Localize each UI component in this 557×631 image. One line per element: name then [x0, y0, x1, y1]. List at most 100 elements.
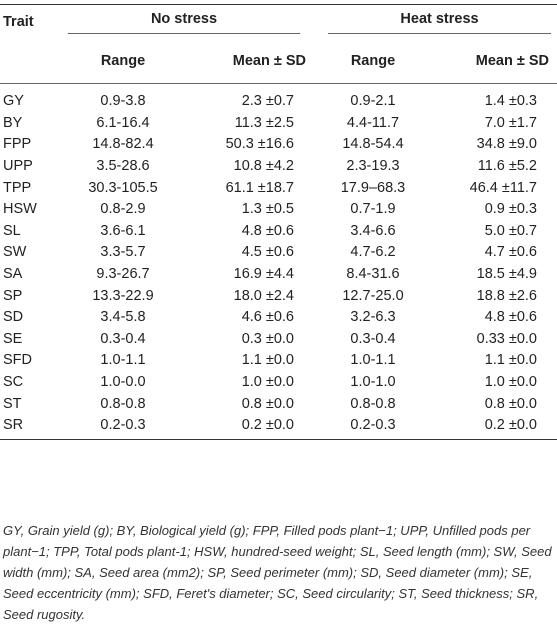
hs-range-cell: 2.3-19.3 [346, 157, 400, 174]
ns-range-cell: 3.6-6.1 [100, 222, 146, 239]
table-row: SFD 1.0-1.1 1.1 ±0.0 1.0-1.1 1.1 ±0.0 [0, 350, 557, 372]
ns-mean-cell: 61.1 ±18.7 [225, 179, 294, 196]
table-row: ST 0.8-0.8 0.8 ±0.0 0.8-0.8 0.8 ±0.0 [0, 393, 557, 415]
table-row: SA 9.3-26.7 16.9 ±4.4 8.4-31.6 18.5 ±4.9 [0, 263, 557, 285]
ns-range-header: Range [62, 39, 184, 84]
trait-cell: BY [3, 114, 23, 131]
sub-header-row: Range Mean ± SD Range Mean ± SD [0, 39, 557, 84]
hs-range-cell: 8.4-31.6 [346, 265, 400, 282]
ns-range-cell: 3.4-5.8 [100, 309, 146, 326]
trait-cell: FPP [3, 136, 32, 153]
ns-range-cell: 0.9-3.8 [100, 93, 146, 109]
ns-mean-cell: 1.0 ±0.0 [241, 373, 294, 390]
table-row: FPP 14.8-82.4 50.3 ±16.6 14.8-54.4 34.8 ±9.0 [0, 134, 557, 156]
hs-range-cell: 0.9-2.1 [350, 93, 396, 109]
hs-range-cell: 1.0-1.0 [350, 373, 396, 390]
table-footnote: GY, Grain yield (g); BY, Biological yiel… [3, 523, 552, 622]
trait-cell: SL [3, 222, 21, 239]
hs-range-cell: 0.3-0.4 [350, 330, 396, 347]
ns-mean-cell: 4.8 ±0.6 [241, 222, 294, 239]
hs-mean-header: Mean ± SD [432, 39, 557, 84]
hs-mean-cell: 0.2 ±0.0 [432, 414, 557, 440]
ns-range-cell: 9.3-26.7 [96, 265, 150, 282]
hs-mean-cell: 34.8 ±9.0 [476, 136, 537, 153]
hs-range-cell: 17.9–68.3 [340, 179, 406, 196]
ns-range-cell: 1.0-0.0 [100, 373, 146, 390]
table-row: UPP 3.5-28.6 10.8 ±4.2 2.3-19.3 11.6 ±5.2 [0, 155, 557, 177]
hs-mean-cell: 46.4 ±11.7 [469, 179, 537, 196]
table-row: SL 3.6-6.1 4.8 ±0.6 3.4-6.6 5.0 ±0.7 [0, 220, 557, 242]
ns-range-cell: 14.8-82.4 [92, 136, 154, 153]
hs-mean-cell: 1.4 ±0.3 [484, 93, 537, 109]
hs-mean-cell: 0.8 ±0.0 [484, 395, 537, 412]
hs-mean-cell: 0.33 ±0.0 [476, 330, 537, 347]
hs-range-cell: 0.7-1.9 [350, 201, 396, 218]
no-stress-header: No stress [62, 5, 314, 40]
ns-range-cell: 0.2-0.3 [62, 414, 184, 440]
hs-mean-cell: 18.8 ±2.6 [476, 287, 537, 304]
trait-cell: UPP [3, 157, 33, 174]
ns-range-cell: 0.3-0.4 [100, 330, 146, 347]
group-header-row: Trait No stress Heat stress [0, 4, 557, 40]
hs-range-cell: 0.2-0.3 [314, 414, 432, 440]
hs-range-cell: 14.8-54.4 [342, 136, 404, 153]
hs-range-cell: 3.2-6.3 [350, 309, 396, 326]
table-row: SP 13.3-22.9 18.0 ±2.4 12.7-25.0 18.8 ±2.6 [0, 285, 557, 307]
trait-cell: GY [3, 93, 24, 109]
ns-mean-header: Mean ± SD [184, 39, 314, 84]
table-row: HSW 0.8-2.9 1.3 ±0.5 0.7-1.9 0.9 ±0.3 [0, 198, 557, 220]
hs-range-header: Range [314, 39, 432, 84]
ns-mean-cell: 0.3 ±0.0 [241, 330, 294, 347]
table-row: GY 0.9-3.8 2.3 ±0.7 0.9-2.1 1.4 ±0.3 [0, 84, 557, 113]
trait-cell: SR [0, 414, 62, 440]
table-row: TPP 30.3-105.5 61.1 ±18.7 17.9–68.3 46.4 ±11… [0, 177, 557, 199]
hs-mean-cell: 4.7 ±0.6 [484, 244, 537, 261]
trait-cell: SD [3, 309, 24, 326]
hs-mean-cell: 1.1 ±0.0 [484, 352, 537, 369]
table-row: SC 1.0-0.0 1.0 ±0.0 1.0-1.0 1.0 ±0.0 [0, 371, 557, 393]
ns-mean-cell: 50.3 ±16.6 [225, 136, 294, 153]
ns-mean-cell: 16.9 ±4.4 [233, 265, 294, 282]
table-row: SD 3.4-5.8 4.6 ±0.6 3.2-6.3 4.8 ±0.6 [0, 306, 557, 328]
trait-header: Trait [3, 14, 34, 30]
heat-stress-header: Heat stress [314, 5, 557, 40]
trait-cell: SC [3, 373, 24, 390]
hs-mean-cell: 4.8 ±0.6 [484, 309, 537, 326]
ns-mean-cell: 2.3 ±0.7 [241, 93, 294, 109]
table-row: SW 3.3-5.7 4.5 ±0.6 4.7-6.2 4.7 ±0.6 [0, 242, 557, 264]
ns-range-cell: 30.3-105.5 [88, 179, 158, 196]
ns-mean-cell: 4.5 ±0.6 [241, 244, 294, 261]
ns-mean-cell: 0.8 ±0.0 [241, 395, 294, 412]
hs-mean-cell: 18.5 ±4.9 [476, 265, 537, 282]
trait-cell: SW [3, 244, 27, 261]
ns-range-cell: 1.0-1.1 [100, 352, 146, 369]
ns-mean-cell: 1.3 ±0.5 [241, 201, 294, 218]
trait-cell: HSW [3, 201, 37, 218]
hs-mean-cell: 0.9 ±0.3 [484, 201, 537, 218]
ns-range-cell: 3.3-5.7 [100, 244, 146, 261]
trait-cell: SA [3, 265, 23, 282]
ns-mean-cell: 4.6 ±0.6 [241, 309, 294, 326]
trait-statistics-table: Trait No stress Heat stress Range Mean ±… [0, 4, 557, 440]
ns-range-cell: 0.8-2.9 [100, 201, 146, 218]
ns-mean-cell: 10.8 ±4.2 [233, 157, 294, 174]
table-row: SR 0.2-0.3 0.2 ±0.0 0.2-0.3 0.2 ±0.0 [0, 414, 557, 440]
ns-mean-cell: 11.3 ±2.5 [234, 114, 294, 131]
table-body: GY 0.9-3.8 2.3 ±0.7 0.9-2.1 1.4 ±0.3 BY 6.1-16… [0, 84, 557, 440]
trait-cell: SFD [3, 352, 32, 369]
hs-range-cell: 0.8-0.8 [350, 395, 396, 412]
ns-range-cell: 6.1-16.4 [96, 114, 150, 131]
hs-mean-cell: 11.6 ±5.2 [477, 157, 537, 174]
hs-mean-cell: 7.0 ±1.7 [484, 114, 537, 131]
trait-cell: SE [3, 330, 23, 347]
hs-mean-cell: 5.0 ±0.7 [484, 222, 537, 239]
trait-cell: TPP [3, 179, 32, 196]
trait-cell: SP [3, 287, 23, 304]
hs-range-cell: 4.4-11.7 [346, 114, 400, 131]
ns-range-cell: 13.3-22.9 [92, 287, 154, 304]
ns-mean-cell: 1.1 ±0.0 [241, 352, 294, 369]
ns-mean-cell: 18.0 ±2.4 [233, 287, 294, 304]
hs-mean-cell: 1.0 ±0.0 [484, 373, 537, 390]
ns-range-cell: 3.5-28.6 [96, 157, 150, 174]
trait-cell: ST [3, 395, 22, 412]
